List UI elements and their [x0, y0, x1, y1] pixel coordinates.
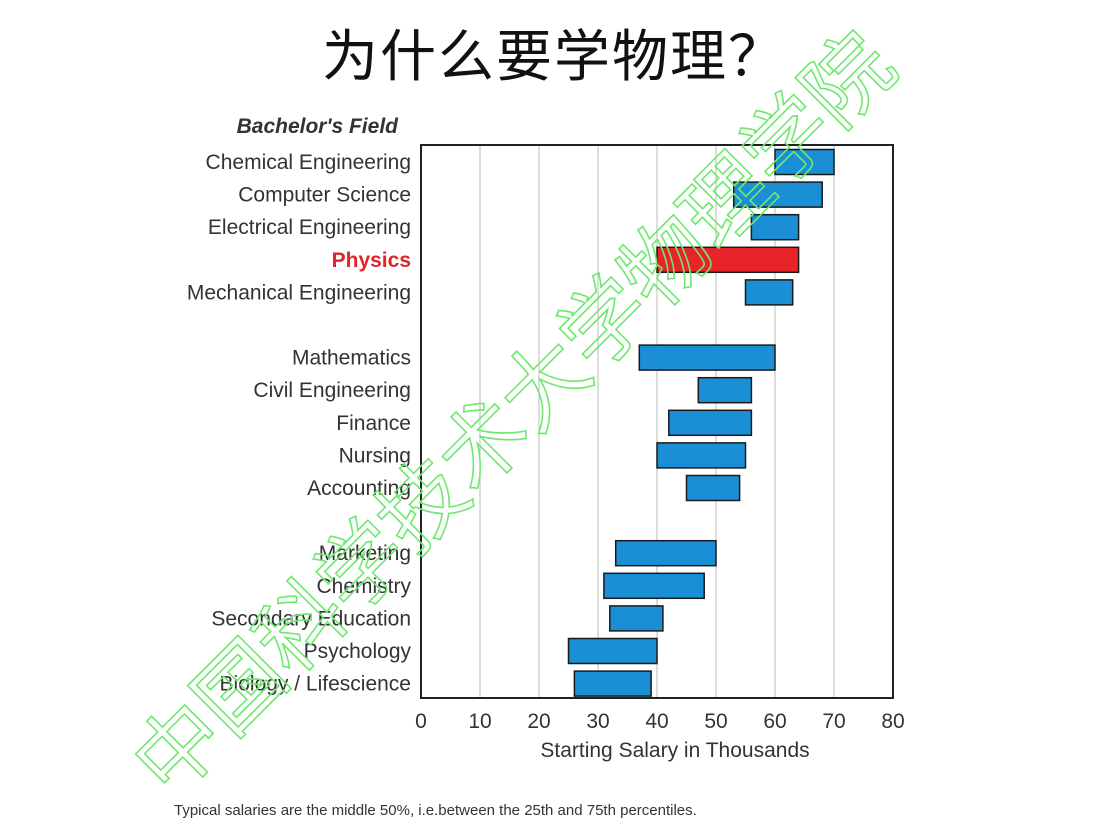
x-tick-labels: 0 10 20 30 40 50 60 70 80 [415, 710, 905, 733]
x-tick-label-20: 20 [527, 710, 550, 733]
x-tick-label-50: 50 [704, 710, 727, 733]
bar-chemistry [603, 572, 705, 600]
footnote: Typical salaries are the middle 50%, i.e… [174, 802, 697, 819]
bar-physics [656, 246, 800, 274]
category-label-nursing: Nursing [339, 444, 411, 467]
category-label-civil-engineering: Civil Engineering [253, 379, 411, 402]
category-label-electrical-engineering: Electrical Engineering [208, 216, 411, 239]
bar-nursing [656, 442, 747, 469]
category-label-secondary-education: Secondary Education [211, 607, 411, 630]
bar-mechanical-engineering [744, 279, 794, 306]
grid-lines [479, 145, 835, 698]
x-tick-label-30: 30 [586, 710, 609, 733]
bar-computer-science [732, 181, 823, 208]
salary-range-chart: Bachelor's Field Chemical Engineering Com… [187, 115, 905, 762]
x-tick-label-80: 80 [881, 710, 904, 733]
bar-mathematics [638, 344, 776, 371]
x-tick-label-0: 0 [415, 710, 427, 733]
plot-frame [420, 144, 894, 699]
page-title: 为什么要学物理？ [322, 25, 786, 90]
bar-chemical-engineering [774, 148, 835, 176]
bar-civil-engineering [697, 376, 753, 404]
category-label-accounting: Accounting [307, 477, 411, 500]
category-heading: Bachelor's Field [237, 115, 400, 138]
category-label-chemistry: Chemistry [316, 575, 411, 598]
category-label-psychology: Psychology [304, 640, 412, 663]
x-tick-label-60: 60 [763, 710, 786, 733]
bar-electrical-engineering [750, 213, 800, 241]
category-label-mathematics: Mathematics [292, 347, 411, 370]
x-tick-label-40: 40 [645, 710, 668, 733]
bar-biology-lifescience [573, 670, 652, 697]
category-label-finance: Finance [336, 412, 411, 435]
x-tick-label-70: 70 [822, 710, 845, 733]
bar-marketing [614, 539, 717, 567]
bar-psychology [567, 637, 658, 665]
x-axis-title: Starting Salary in Thousands [540, 739, 809, 762]
bar-secondary-education [609, 605, 664, 632]
category-label-physics: Physics [332, 249, 411, 272]
x-tick-label-10: 10 [468, 710, 491, 733]
category-label-biology-lifescience: Biology / Lifescience [220, 673, 411, 696]
category-labels: Chemical Engineering Computer Science Elec… [187, 151, 412, 696]
category-label-computer-science: Computer Science [238, 184, 411, 207]
bar-finance [668, 409, 753, 437]
bar-accounting [685, 474, 741, 502]
category-label-mechanical-engineering: Mechanical Engineering [187, 281, 411, 304]
category-label-marketing: Marketing [319, 542, 411, 565]
bar-group [567, 148, 835, 697]
category-label-chemical-engineering: Chemical Engineering [206, 151, 411, 174]
